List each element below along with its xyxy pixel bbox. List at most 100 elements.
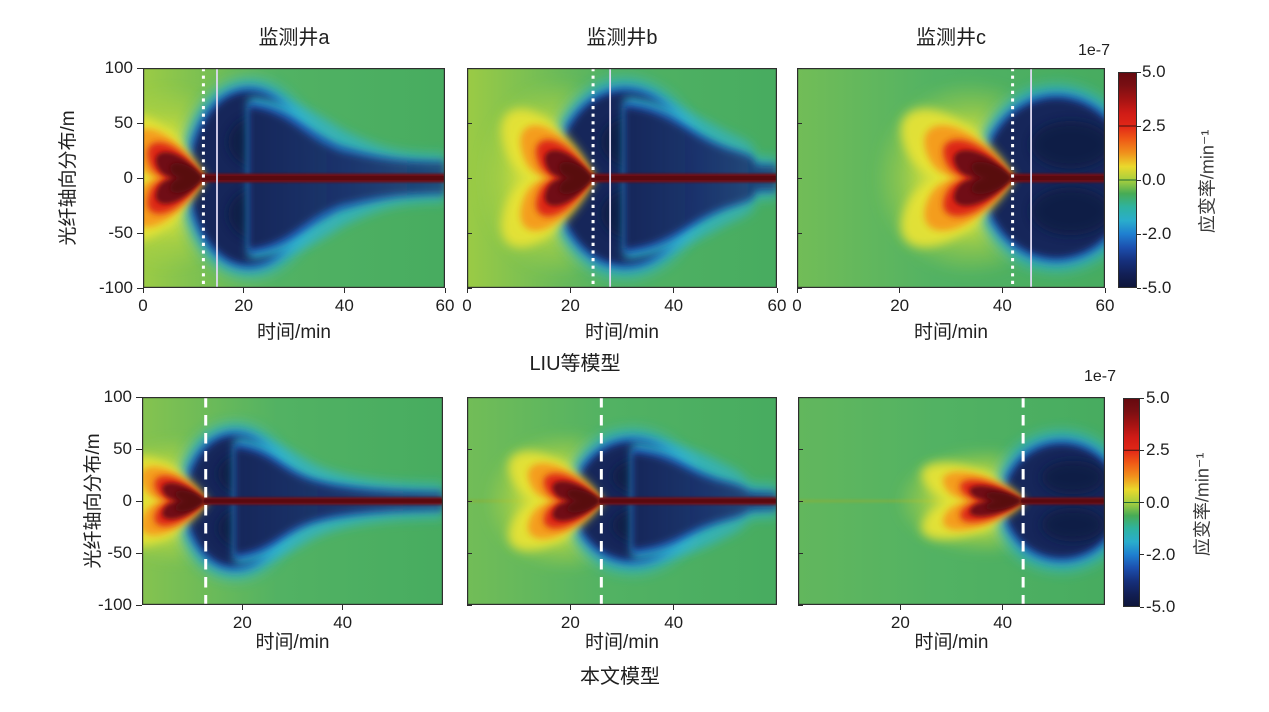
x-tick-label: 40 [333,613,353,632]
y-tick-mark [467,396,472,398]
y-tick-mark [798,604,803,606]
y-axis-label-top: 光纤轴向分布/m [58,110,80,246]
colorbar-scale-label-bottom: 1e-7 [1083,368,1117,385]
colorbar-top [1118,72,1137,288]
y-tick-mark [467,177,472,179]
x-tick-label: 0 [792,296,802,315]
heatmap-panel-model2-c [798,397,1131,606]
colorbar-svg [1118,72,1137,288]
colorbar-tick-mark [1140,554,1144,556]
y-tick-mark [467,232,472,234]
colorbar-tick-mark [1137,287,1141,289]
x-axis-label: 时间/min [257,322,331,343]
x-tick-label: 20 [890,296,910,315]
x-tick-label: 60 [435,296,455,315]
heatmap-svg [797,68,1142,289]
y-tick-mark [798,396,803,398]
x-tick-label: 40 [664,296,684,315]
colorbar-tick-mark [1137,179,1141,181]
colorbar-tick-label: -2.0 [1142,224,1172,243]
heatmap-svg [467,68,777,289]
colorbar-tick-mark [1140,449,1144,451]
heatmap-svg [99,397,443,606]
colorbar-tick-label: 0.0 [1146,492,1170,512]
x-axis-label: 时间/min [255,632,330,653]
x-axis-label: 时间/min [914,632,989,653]
y-tick-mark [798,448,803,450]
colorbar-tick-mark [1140,502,1144,503]
x-tick-mark [342,605,344,610]
y-tick-mark [137,177,143,179]
x-tick-mark [673,288,675,293]
x-tick-mark [569,288,571,293]
y-tick-mark [467,604,472,606]
y-tick-label: 50 [114,113,133,132]
y-tick-mark [797,67,802,69]
colorbar-tick-label: -2.0 [1146,544,1176,564]
colorbar-bottom [1123,398,1140,607]
x-tick-mark [1104,288,1106,293]
x-tick-mark [142,288,144,293]
y-tick-mark [797,177,802,179]
heatmap-svg [88,68,445,289]
x-tick-mark [899,288,901,293]
colorbar-tick-label: 2.5 [1146,440,1170,460]
colorbar-tick-mark [1137,125,1141,127]
x-tick-label: 20 [560,296,580,315]
row-label-liu-model: LIU等模型 [529,353,621,375]
colorbar-unit-label-bottom: 应变率/min⁻¹ [1192,452,1213,557]
x-tick-label: 60 [1095,296,1115,315]
x-tick-mark [241,605,243,610]
x-tick-label: 20 [232,613,252,632]
y-tick-mark [798,552,803,554]
x-axis-label: 时间/min [914,322,988,343]
x-tick-mark [776,288,778,293]
colorbar-scale-label-top: 1e-7 [1077,42,1111,59]
heatmap-panel-model2-b [467,397,777,606]
x-axis-label: 时间/min [585,322,659,343]
colorbar-tick-label: 2.5 [1142,116,1166,135]
colorbar-tick-mark [1140,397,1144,399]
y-tick-mark [797,122,802,124]
colorbar-tick-label: 5.0 [1142,62,1166,81]
x-tick-mark [1001,288,1003,293]
y-tick-mark [137,67,143,69]
heatmap-panel-well-c [797,68,1142,289]
y-tick-mark [136,604,142,606]
colorbar-unit-label-top: 应变率/min⁻¹ [1197,129,1218,234]
x-tick-mark [444,288,446,293]
y-tick-label: 100 [104,58,133,77]
y-tick-mark [467,287,472,289]
colorbar-tick-label: -5.0 [1142,278,1172,297]
y-tick-label: -50 [108,223,133,242]
y-tick-mark [467,122,472,124]
heatmap-svg [467,397,777,606]
x-tick-mark [569,605,571,610]
y-tick-label: 100 [103,387,132,406]
row-label-this-paper-model: 本文模型 [580,666,660,688]
y-tick-mark [467,67,472,69]
colorbar-tick-label: 5.0 [1146,388,1170,407]
y-tick-mark [136,396,142,398]
colorbar-svg [1123,398,1140,607]
x-tick-mark [466,288,468,293]
y-tick-label: 0 [123,168,133,187]
heatmap-panel-model2-a [99,397,443,606]
panel-title-well-a: 监测井a [258,27,330,49]
y-tick-label: -50 [107,543,132,562]
x-tick-label: 20 [234,296,254,315]
y-tick-mark [467,552,472,554]
x-tick-mark [343,288,345,293]
x-tick-label: 20 [890,613,910,632]
x-tick-label: 40 [993,613,1013,632]
y-tick-mark [136,448,142,450]
x-tick-label: 0 [138,296,148,315]
panel-title-well-c: 监测井c [916,27,986,49]
y-tick-mark [136,552,142,554]
x-tick-label: 40 [992,296,1012,315]
y-tick-mark [467,448,472,450]
y-tick-mark [137,122,143,124]
y-tick-label: -100 [97,595,132,614]
colorbar-tick-label: -5.0 [1146,597,1176,616]
